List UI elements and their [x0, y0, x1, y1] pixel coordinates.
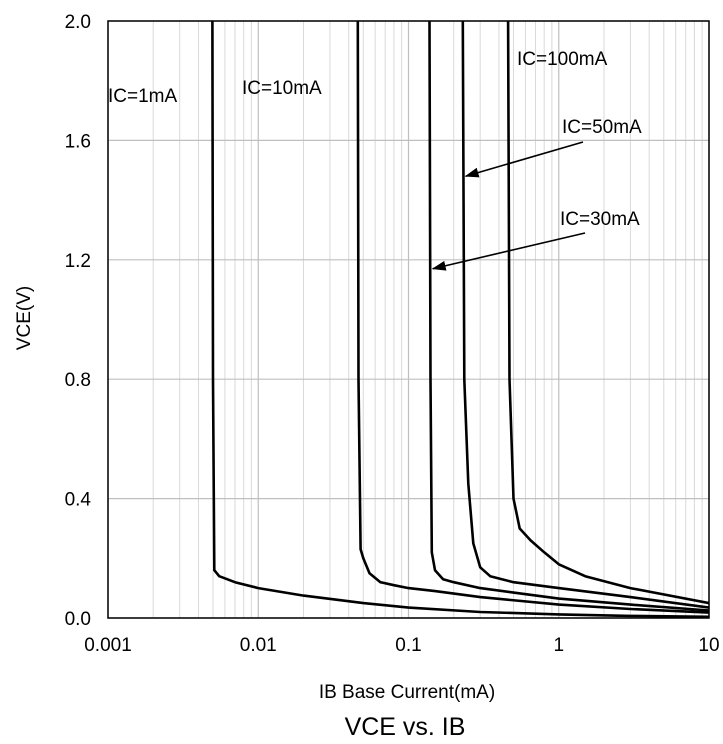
- arrow-ic-50ma: [464, 141, 584, 178]
- series-line-ic-10ma: [356, 21, 709, 614]
- series-layer: [211, 21, 709, 618]
- annotation-ic-50ma: IC=50mA: [562, 117, 642, 138]
- annotation-ic-100ma: IC=100mA: [517, 49, 608, 70]
- x-tick-label: 10: [698, 635, 719, 656]
- series-line-ic-30ma: [428, 21, 709, 612]
- y-tick-label: 0.0: [65, 609, 91, 630]
- y-tick-label: 2.0: [65, 12, 91, 33]
- y-tick-labels: 0.0 0.4 0.8 1.2 1.6 2.0: [65, 12, 92, 630]
- annotation-ic-10ma: IC=10mA: [242, 78, 322, 99]
- x-tick-label: 0.01: [240, 635, 277, 656]
- series-line-ic-100ma: [506, 21, 709, 605]
- y-tick-label: 1.2: [65, 251, 91, 272]
- x-tick-label: 0.1: [395, 635, 421, 656]
- x-tick-label: 0.001: [84, 635, 132, 656]
- series-line-ic-50ma: [461, 21, 709, 609]
- series-line-ic-1ma: [211, 21, 709, 618]
- y-tick-label: 0.8: [65, 370, 91, 391]
- annotation-ic-30ma: IC=30mA: [560, 209, 640, 230]
- y-tick-label: 1.6: [65, 131, 91, 152]
- chart-title: VCE vs. IB: [345, 713, 466, 741]
- x-tick-labels: 0.001 0.01 0.1 1 10: [84, 635, 719, 656]
- plot-area-frame: [107, 20, 710, 619]
- x-tick-label: 1: [553, 635, 564, 656]
- x-axis-title: IB Base Current(mA): [319, 682, 495, 703]
- y-axis-title: VCE(V): [14, 286, 35, 350]
- minor-gridlines: [152, 21, 703, 618]
- arrow-ic-30ma: [431, 232, 586, 271]
- y-tick-label: 0.4: [65, 490, 92, 511]
- annotation-ic-1ma: IC=1mA: [108, 86, 177, 107]
